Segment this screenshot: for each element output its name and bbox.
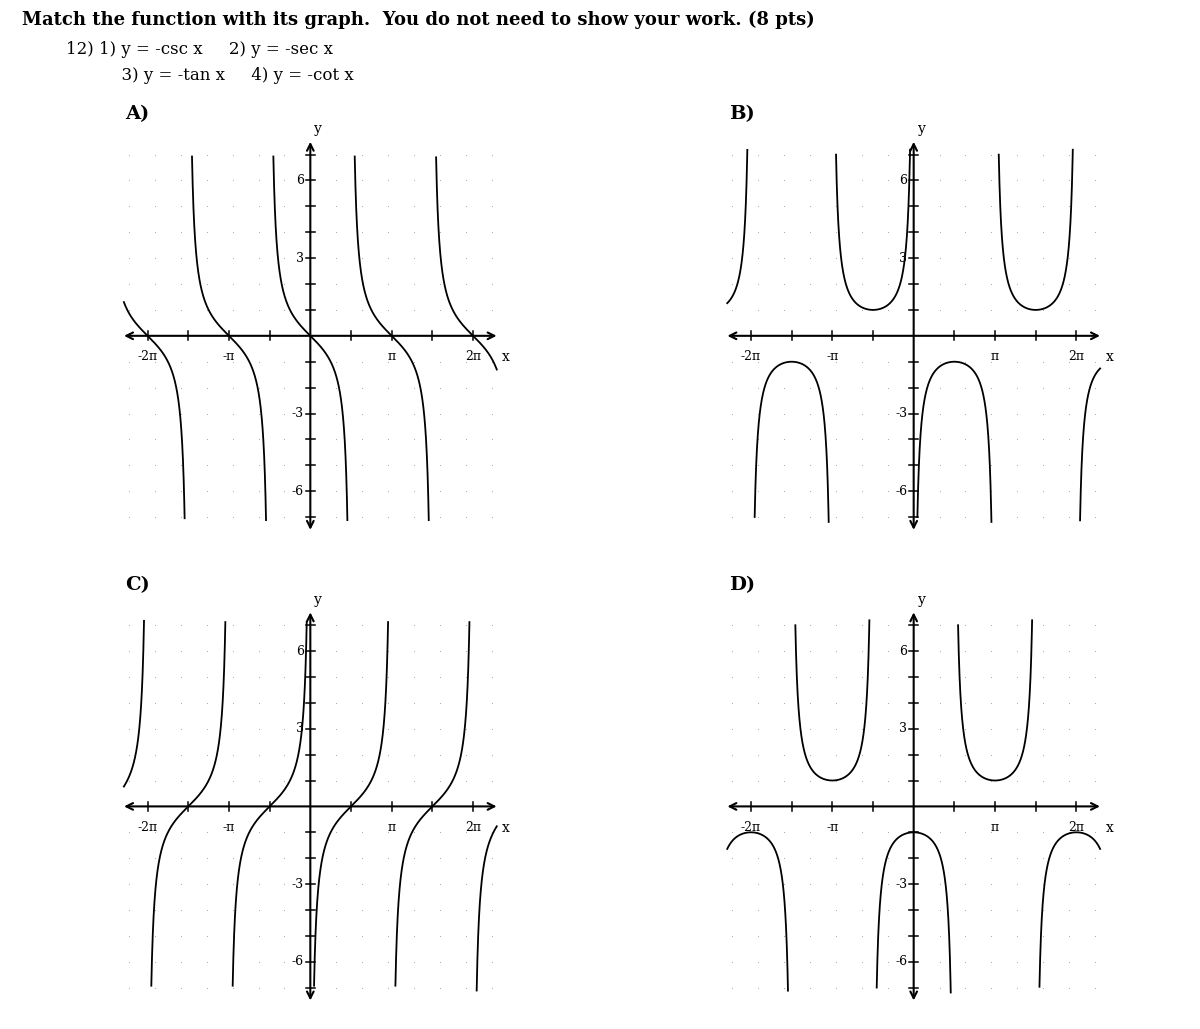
Text: Match the function with its graph.  You do not need to show your work. (8 pts): Match the function with its graph. You d… (22, 10, 815, 29)
Text: -3: -3 (292, 878, 304, 891)
Text: -π: -π (223, 350, 235, 363)
Text: 3: 3 (296, 252, 304, 264)
Text: -6: -6 (895, 485, 907, 498)
Text: 6: 6 (899, 644, 907, 658)
Text: 3: 3 (296, 722, 304, 735)
Text: y: y (314, 593, 322, 607)
Text: π: π (388, 350, 396, 363)
Text: -6: -6 (292, 485, 304, 498)
Text: -3: -3 (895, 407, 907, 420)
Text: C): C) (126, 576, 150, 594)
Text: -π: -π (826, 350, 839, 363)
Text: x: x (502, 350, 510, 364)
Text: -π: -π (223, 821, 235, 833)
Text: 12) 1) y = -csc x     2) y = -sec x: 12) 1) y = -csc x 2) y = -sec x (66, 41, 334, 59)
Text: 3) y = -tan x     4) y = -cot x: 3) y = -tan x 4) y = -cot x (90, 67, 354, 84)
Text: -6: -6 (292, 955, 304, 968)
Text: 6: 6 (296, 644, 304, 658)
Text: 2π: 2π (1068, 821, 1085, 833)
Text: π: π (991, 821, 1000, 833)
Text: 2π: 2π (466, 821, 481, 833)
Text: y: y (918, 122, 925, 137)
Text: x: x (1105, 350, 1114, 364)
Text: 6: 6 (899, 174, 907, 187)
Text: 2π: 2π (1068, 350, 1085, 363)
Text: y: y (314, 122, 322, 137)
Text: π: π (388, 821, 396, 833)
Text: -3: -3 (895, 878, 907, 891)
Text: 2π: 2π (466, 350, 481, 363)
Text: D): D) (728, 576, 755, 594)
Text: -2π: -2π (740, 350, 761, 363)
Text: -2π: -2π (740, 821, 761, 833)
Text: -π: -π (826, 821, 839, 833)
Text: -2π: -2π (138, 821, 157, 833)
Text: 3: 3 (899, 722, 907, 735)
Text: x: x (1105, 821, 1114, 835)
Text: 3: 3 (899, 252, 907, 264)
Text: y: y (918, 593, 925, 607)
Text: -3: -3 (292, 407, 304, 420)
Text: -2π: -2π (138, 350, 157, 363)
Text: B): B) (728, 106, 755, 123)
Text: x: x (502, 821, 510, 835)
Text: -6: -6 (895, 955, 907, 968)
Text: 6: 6 (296, 174, 304, 187)
Text: π: π (991, 350, 1000, 363)
Text: A): A) (126, 106, 150, 123)
